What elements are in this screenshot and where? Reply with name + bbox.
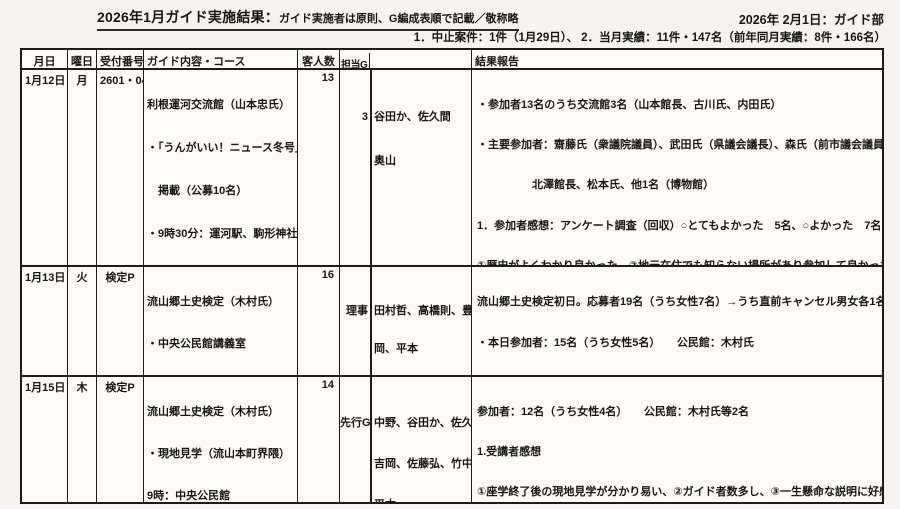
col-header-date: 月日 — [22, 50, 68, 68]
staff-line: 3 谷田か、佐久間 — [340, 108, 471, 128]
table-header-row: 月日 曜日 受付番号 ガイド内容・コース 客人数 担当G 結果報告 — [22, 50, 882, 70]
result-line: ・主要参加者：齋藤氏（衆議院議員）、武田氏（県議会議長）、森氏（前市議会議員） — [477, 139, 882, 152]
table-row: 1月12日 月 2601・04 利根運河交流館（山本忠氏） ・「うんがいい！ニュ… — [22, 70, 882, 267]
staff-line: 平本 — [340, 497, 471, 502]
col-header-staff-names — [370, 53, 471, 68]
result-line: ・本日参加者：15名（うち女性5名） 公民館：木村氏 — [477, 337, 754, 350]
staff-line: 先行G 中野、谷田か、佐久間 — [340, 415, 471, 432]
staff-names: 谷田か、佐久間 — [374, 111, 451, 123]
cell-date: 1月13日 — [22, 267, 68, 375]
cell-guest-count: 16 — [298, 267, 340, 375]
staff-names: 中野、谷田か、佐久間 — [374, 417, 472, 429]
course-line: ・「うんがいい！ニュース冬号」 — [147, 142, 298, 154]
date-and-department: 2026年 2月1日：ガイド部 — [738, 13, 884, 27]
cell-results: ・参加者13名のうち交流館3名（山本館長、古川氏、内田氏） ・主要参加者：齋藤氏… — [472, 70, 882, 265]
staff-group-label — [340, 456, 370, 473]
staff-names: 奥山 — [374, 154, 396, 167]
staff-names: 吉岡、佐藤弘、竹中 — [374, 458, 472, 471]
course-line: 流山郷土史検定（木村氏） — [147, 296, 279, 308]
result-line: 参加者：12名（うち女性4名） 公民館：木村氏等2名 — [477, 406, 749, 418]
cell-date: 1月12日 — [22, 70, 68, 265]
course-line: ・9時30分：運河駅、駒形神社 — [147, 228, 298, 240]
staff-column-divider — [370, 267, 372, 375]
staff-group-label — [340, 497, 370, 502]
table-row: 1月15日 木 検定P 流山郷土史検定（木村氏） ・現地見学（流山本町界隈） 9… — [22, 377, 882, 502]
table-row: 1月13日 火 検定P 流山郷土史検定（木村氏） ・中央公民館講義室 9時～12… — [22, 267, 882, 377]
staff-line: 奥山 — [340, 152, 471, 172]
staff-names: 平本 — [370, 497, 471, 502]
staff-group-label: 理事 — [346, 305, 368, 317]
result-line: 1．参加者感想：アンケート調査（回収）○とてもよかった 5名、○よかった 7名 — [477, 219, 882, 232]
course-line: ・現地見学（流山本町界隈） — [147, 448, 290, 460]
staff-line: 理事 田村哲、高橋則、豊口 — [340, 305, 471, 319]
cell-reception: 2601・04 — [97, 70, 144, 265]
result-line: ①座学終了後の現地見学が分かり易い、②ガイド者数多し、③一生懸命な説明に好感 — [477, 486, 882, 499]
page-title: 2026年1月ガイド実施結果：ガイド実施者は原則、G編成表順で記載／敬称略 — [97, 7, 519, 31]
result-line: 1.受講者感想 — [477, 446, 542, 459]
staff-group-label: 先行G — [340, 417, 371, 429]
cell-staff: 理事 田村哲、高橋則、豊口 岡、平本 1 佐藤弘、江田、岡本 2 高橋眞、石橋 … — [340, 267, 472, 375]
cell-guest-count: 13 — [298, 70, 340, 265]
cell-results: 流山郷土史検定初日。応募者19名（うち女性7名）→うち直前キャンセル男女各1名 … — [472, 267, 882, 375]
staff-column-divider — [370, 377, 372, 502]
cell-course: 利根運河交流館（山本忠氏） ・「うんがいい！ニュース冬号」 掲載（公募10名） … — [144, 70, 298, 265]
col-header-staff: 担当G — [340, 50, 472, 68]
cell-weekday: 火 — [68, 267, 97, 375]
col-header-weekday: 曜日 — [68, 50, 97, 68]
results-table: 月日 曜日 受付番号 ガイド内容・コース 客人数 担当G 結果報告 1月12日 … — [20, 48, 884, 504]
cell-reception: 検定P — [97, 377, 144, 502]
course-line: 利根運河交流館（山本忠氏） — [147, 99, 290, 111]
result-line: ①歴史がよくわかり良かった、②地元在住でも知らない場所があり参加して良かった — [477, 258, 882, 265]
staff-names: 田村哲、高橋則、豊口 — [374, 305, 472, 317]
staff-group-label — [340, 343, 370, 357]
cell-staff: 3 谷田か、佐久間 奥山 — [340, 70, 472, 265]
col-header-course: ガイド内容・コース — [144, 50, 298, 68]
cell-guest-count: 14 — [298, 377, 340, 502]
col-header-guests: 客人数 — [298, 50, 340, 68]
cell-weekday: 木 — [68, 377, 97, 502]
cell-reception: 検定P — [97, 267, 144, 375]
cell-results: 参加者：12名（うち女性4名） 公民館：木村氏等2名 1.受講者感想 ①座学終了… — [472, 377, 882, 502]
staff-line: 吉岡、佐藤弘、竹中 — [340, 456, 471, 473]
cell-date: 1月15日 — [22, 377, 68, 502]
col-header-reception: 受付番号 — [97, 50, 144, 68]
course-line: 流山郷土史検定（木村氏） — [147, 406, 279, 418]
result-line: 流山郷土史検定初日。応募者19名（うち女性7名）→うち直前キャンセル男女各1名 — [477, 296, 882, 308]
monthly-summary: 1．中止案件：1件（1月29日）、 2．当月実績：11件・147名（前年同月実績… — [413, 32, 886, 44]
cell-course: 流山郷土史検定（木村氏） ・中央公民館講義室 9時～12時 — [144, 267, 298, 375]
col-header-group: 担当G — [340, 53, 370, 68]
cell-staff: 先行G 中野、谷田か、佐久間 吉岡、佐藤弘、竹中 平本 後行G 鈴木、落合、古瀬 — [340, 377, 472, 502]
page-title-main: 2026年1月ガイド実施結果： — [97, 9, 279, 25]
staff-group-label: 3 — [361, 111, 368, 123]
course-line: 9時：中央公民館 — [147, 490, 231, 502]
result-line: ・参加者13名のうち交流館3名（山本館長、古川氏、内田氏） — [477, 99, 782, 111]
staff-column-divider — [370, 70, 372, 265]
staff-group-label — [340, 152, 370, 172]
col-header-results: 結果報告 — [475, 56, 519, 68]
cell-weekday: 月 — [68, 70, 97, 265]
result-line: 北澤館長、松本氏、他1名（博物館） — [477, 179, 715, 192]
staff-names: 岡、平本 — [374, 342, 418, 355]
course-line: ・中央公民館講義室 — [147, 338, 246, 350]
page-title-sub: ガイド実施者は原則、G編成表順で記載／敬称略 — [278, 13, 519, 25]
staff-line: 岡、平本 — [340, 343, 471, 357]
course-line: 掲載（公募10名） — [147, 185, 248, 197]
cell-course: 流山郷土史検定（木村氏） ・現地見学（流山本町界隈） 9時：中央公民館 ～12時… — [144, 377, 298, 502]
